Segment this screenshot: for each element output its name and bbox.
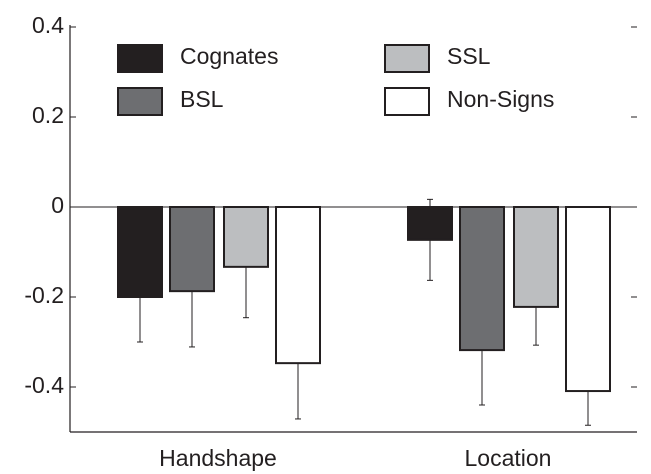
- legend-label: BSL: [180, 86, 224, 112]
- bar: [169, 206, 215, 293]
- bar: [223, 206, 269, 268]
- x-tick-label: Handshape: [159, 445, 277, 471]
- y-tick-label: -0.2: [24, 282, 64, 308]
- y-tick-label: 0: [51, 192, 64, 218]
- y-tick-label: 0.2: [32, 102, 64, 128]
- bar: [407, 206, 453, 241]
- bar: [459, 206, 505, 352]
- legend-label: SSL: [447, 43, 491, 69]
- x-tick-label: Location: [465, 445, 552, 471]
- bar: [513, 206, 559, 308]
- legend-label: Cognates: [180, 43, 278, 69]
- y-tick-label: -0.4: [24, 372, 64, 398]
- legend-label: Non-Signs: [447, 86, 554, 112]
- legend-swatch: [117, 44, 163, 73]
- legend-swatch: [384, 44, 430, 73]
- bar: [565, 206, 611, 393]
- y-tick-label: 0.4: [32, 12, 64, 38]
- bar: [117, 206, 163, 298]
- legend-swatch: [117, 87, 163, 116]
- bar: [275, 206, 321, 365]
- legend-swatch: [384, 87, 430, 116]
